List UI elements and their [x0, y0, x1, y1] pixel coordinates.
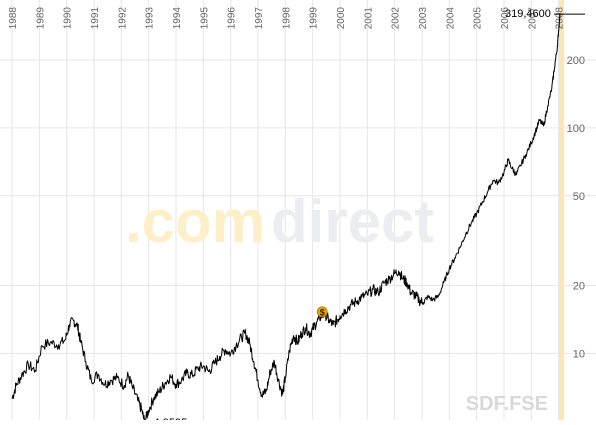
dividend-marker: [316, 306, 328, 318]
x-tick-label: 1992: [117, 7, 128, 30]
x-tick-label: 1997: [254, 7, 265, 30]
x-tick-label: 1994: [172, 7, 183, 30]
y-tick-label: 20: [573, 281, 585, 293]
x-tick-label: 1993: [145, 7, 156, 30]
x-tick-label: 1990: [63, 7, 74, 30]
x-axis: 1988 1989 1990 1991 1992 1993 1994 1995 1996 1997…: [8, 7, 566, 30]
x-tick-label: 2002: [391, 7, 402, 30]
y-axis: 10 20 50 100 200: [567, 55, 585, 360]
symbol-label: SDF.FSE: [466, 393, 548, 415]
max-value-label: 319,4600: [505, 8, 551, 20]
x-tick-label: 1999: [309, 7, 320, 30]
x-tick-label: 2006: [500, 7, 511, 30]
dividend-marker-label: $: [320, 307, 325, 317]
x-tick-label: 1991: [90, 7, 101, 30]
watermark-com: .com: [125, 188, 265, 255]
price-series-line: [11, 14, 561, 425]
watermark-direct: direct: [271, 188, 434, 255]
y-tick-label: 100: [567, 123, 585, 135]
x-tick-label: 1989: [35, 7, 46, 30]
x-tick-label: 1995: [199, 7, 210, 30]
x-tick-label: 2001: [363, 7, 374, 30]
y-tick-label: 10: [573, 348, 585, 360]
x-tick-label: 1988: [8, 7, 19, 30]
x-tick-label: 1998: [281, 7, 292, 30]
x-tick-label: 2004: [445, 7, 456, 30]
x-tick-label: 2000: [336, 7, 347, 30]
y-tick-label: 50: [573, 191, 585, 203]
series: [11, 14, 561, 425]
x-tick-label: 2007: [527, 7, 538, 30]
x-tick-label: 2003: [418, 7, 429, 30]
y-tick-label: 200: [567, 55, 585, 67]
x-tick-label: 2005: [473, 7, 484, 30]
x-tick-label: 1996: [227, 7, 238, 30]
watermark: .com direct: [125, 188, 434, 255]
latest-highlight-band: [559, 0, 564, 420]
